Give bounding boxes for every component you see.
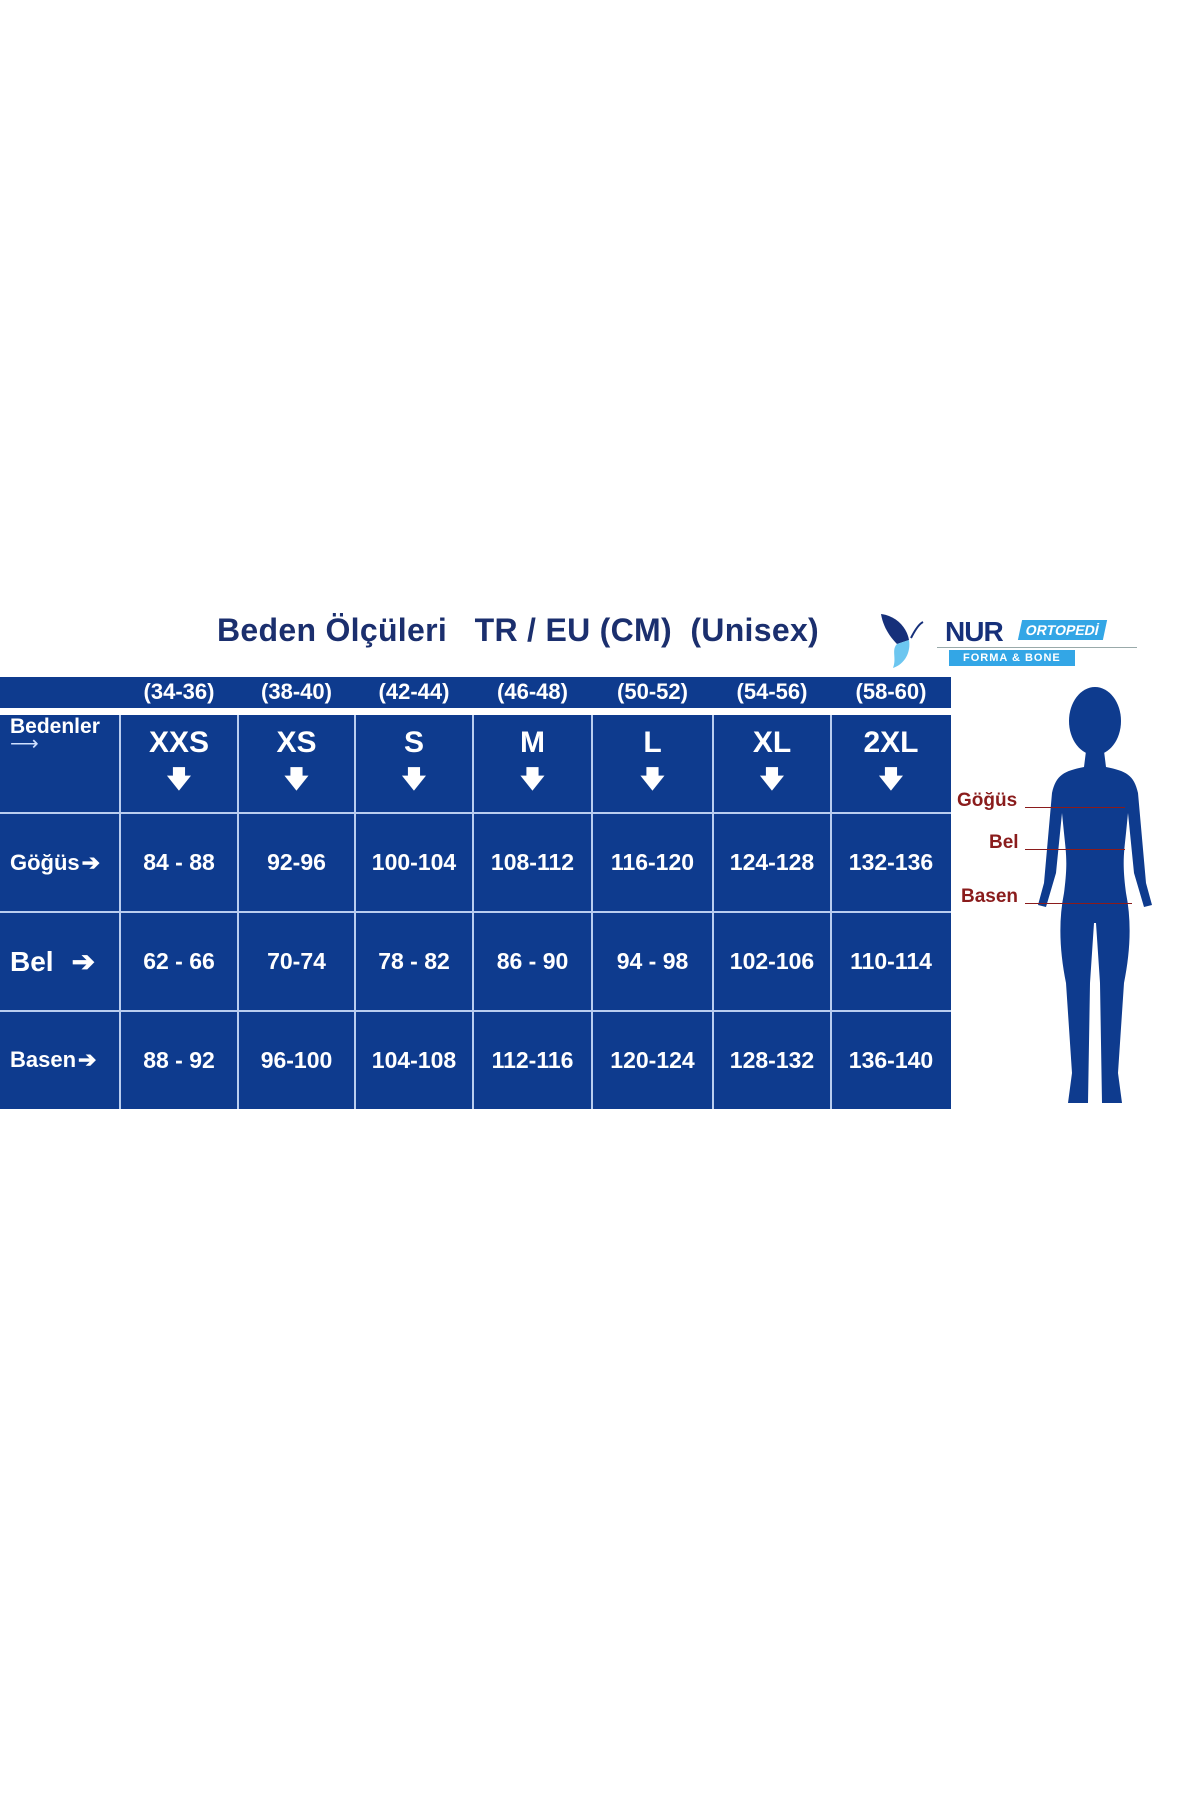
down-arrow-icon: 🡇 bbox=[401, 765, 427, 793]
size-label: XS bbox=[276, 725, 317, 759]
grid-line bbox=[0, 812, 951, 814]
row-label: Göğüs ➔ bbox=[0, 813, 120, 912]
measure-value: 96-100 bbox=[260, 1046, 333, 1073]
down-arrow-icon: 🡇 bbox=[166, 765, 192, 793]
measure-value: 136-140 bbox=[848, 1046, 934, 1073]
measure-value: 62 - 66 bbox=[143, 948, 215, 974]
right-arrow-icon: ➔ bbox=[71, 946, 96, 977]
butterfly-icon bbox=[881, 614, 924, 668]
measure-value: 104-108 bbox=[371, 1046, 457, 1073]
down-arrow-icon: 🡇 bbox=[759, 765, 785, 793]
measure-value: 94 - 98 bbox=[616, 948, 689, 974]
size-header: S 🡇 bbox=[355, 715, 473, 813]
header-label: Bedenler ⟶ bbox=[0, 715, 120, 813]
measure-line bbox=[1025, 903, 1132, 904]
body-silhouette bbox=[1038, 687, 1152, 1103]
down-arrow-icon: 🡇 bbox=[520, 765, 545, 793]
measure-value: 120-124 bbox=[610, 1046, 695, 1073]
eu-size-label: (54-56) bbox=[736, 679, 808, 704]
measure-line bbox=[1025, 807, 1125, 808]
size-label: 2XL bbox=[863, 725, 919, 759]
eu-size-label: (58-60) bbox=[855, 679, 927, 704]
row-label: Bel ➔ bbox=[0, 912, 120, 1011]
eu-size-band: (34-36) (38-40) (42-44) (46-48) (50-52) (54-5… bbox=[0, 677, 951, 708]
measure-value: 70-74 bbox=[267, 948, 326, 974]
measure-value: 92-96 bbox=[267, 849, 326, 875]
down-arrow-icon: 🡇 bbox=[640, 765, 665, 793]
size-table: Bedenler ⟶ XXS 🡇 XS 🡇 S 🡇 M 🡇 L 🡇 XL 🡇 2XL 🡇 Göğüs ➔ 84 - … bbox=[0, 715, 951, 1109]
size-header: L 🡇 bbox=[592, 715, 713, 813]
size-label: L bbox=[643, 725, 662, 759]
measure-value: 112-116 bbox=[491, 1046, 574, 1073]
eu-size-label: (42-44) bbox=[378, 679, 450, 704]
grid-line bbox=[0, 1010, 951, 1012]
measure-value: 110-114 bbox=[850, 948, 932, 974]
right-arrow-icon: ⟶ bbox=[10, 733, 39, 755]
size-label: XXS bbox=[148, 725, 210, 759]
eu-size-label: (34-36) bbox=[143, 679, 215, 704]
size-label: S bbox=[403, 725, 424, 759]
down-arrow-icon: 🡇 bbox=[284, 765, 309, 793]
measure-label: Bel bbox=[10, 945, 54, 977]
measure-value: 100-104 bbox=[371, 849, 457, 875]
measure-value: 116-120 bbox=[610, 849, 695, 875]
measure-label: Basen bbox=[10, 1047, 77, 1072]
measure-value: 128-132 bbox=[729, 1046, 815, 1073]
size-header: XS 🡇 bbox=[238, 715, 355, 813]
measure-value: 78 - 82 bbox=[378, 948, 450, 974]
logo-subtitle: FORMA & BONE bbox=[949, 650, 1075, 666]
size-header: XL 🡇 bbox=[713, 715, 831, 813]
eu-size-label: (38-40) bbox=[261, 679, 332, 704]
measure-label: Göğüs bbox=[10, 849, 80, 875]
row-label: Basen ➔ bbox=[0, 1011, 120, 1109]
figure-label: Bel bbox=[989, 832, 1019, 853]
brand-logo: NUR ORTOPEDİ FORMA & BONE bbox=[877, 610, 1137, 672]
measure-value: 84 - 88 bbox=[143, 849, 215, 875]
down-arrow-icon: 🡇 bbox=[878, 765, 904, 793]
size-header: XXS 🡇 bbox=[120, 715, 238, 813]
measure-value: 108-112 bbox=[490, 849, 575, 875]
right-arrow-icon: ➔ bbox=[78, 1047, 97, 1072]
measure-value: 86 - 90 bbox=[496, 948, 569, 974]
measure-value: 132-136 bbox=[848, 849, 934, 875]
page-title: Beden Ölçüleri TR / EU (CM) (Unisex) bbox=[217, 612, 819, 648]
logo-name: NUR bbox=[945, 616, 1004, 647]
size-header: M 🡇 bbox=[473, 715, 592, 813]
measure-value: 124-128 bbox=[729, 849, 815, 875]
eu-size-label: (50-52) bbox=[617, 679, 688, 704]
measure-line bbox=[1025, 849, 1125, 850]
bedenler-label: Bedenler bbox=[10, 715, 100, 738]
grid-line bbox=[0, 911, 951, 913]
size-label: XL bbox=[752, 725, 792, 759]
size-header: 2XL 🡇 bbox=[831, 715, 951, 813]
figure-label: Göğüs bbox=[957, 790, 1018, 811]
figure-label: Basen bbox=[961, 886, 1019, 907]
measure-value: 88 - 92 bbox=[143, 1046, 215, 1073]
eu-size-label: (46-48) bbox=[497, 679, 568, 704]
right-arrow-icon: ➔ bbox=[81, 849, 101, 875]
size-label: M bbox=[520, 725, 545, 759]
logo-tag: ORTOPEDİ bbox=[1017, 620, 1108, 640]
measure-value: 102-106 bbox=[729, 948, 815, 974]
logo-divider bbox=[937, 647, 1137, 648]
